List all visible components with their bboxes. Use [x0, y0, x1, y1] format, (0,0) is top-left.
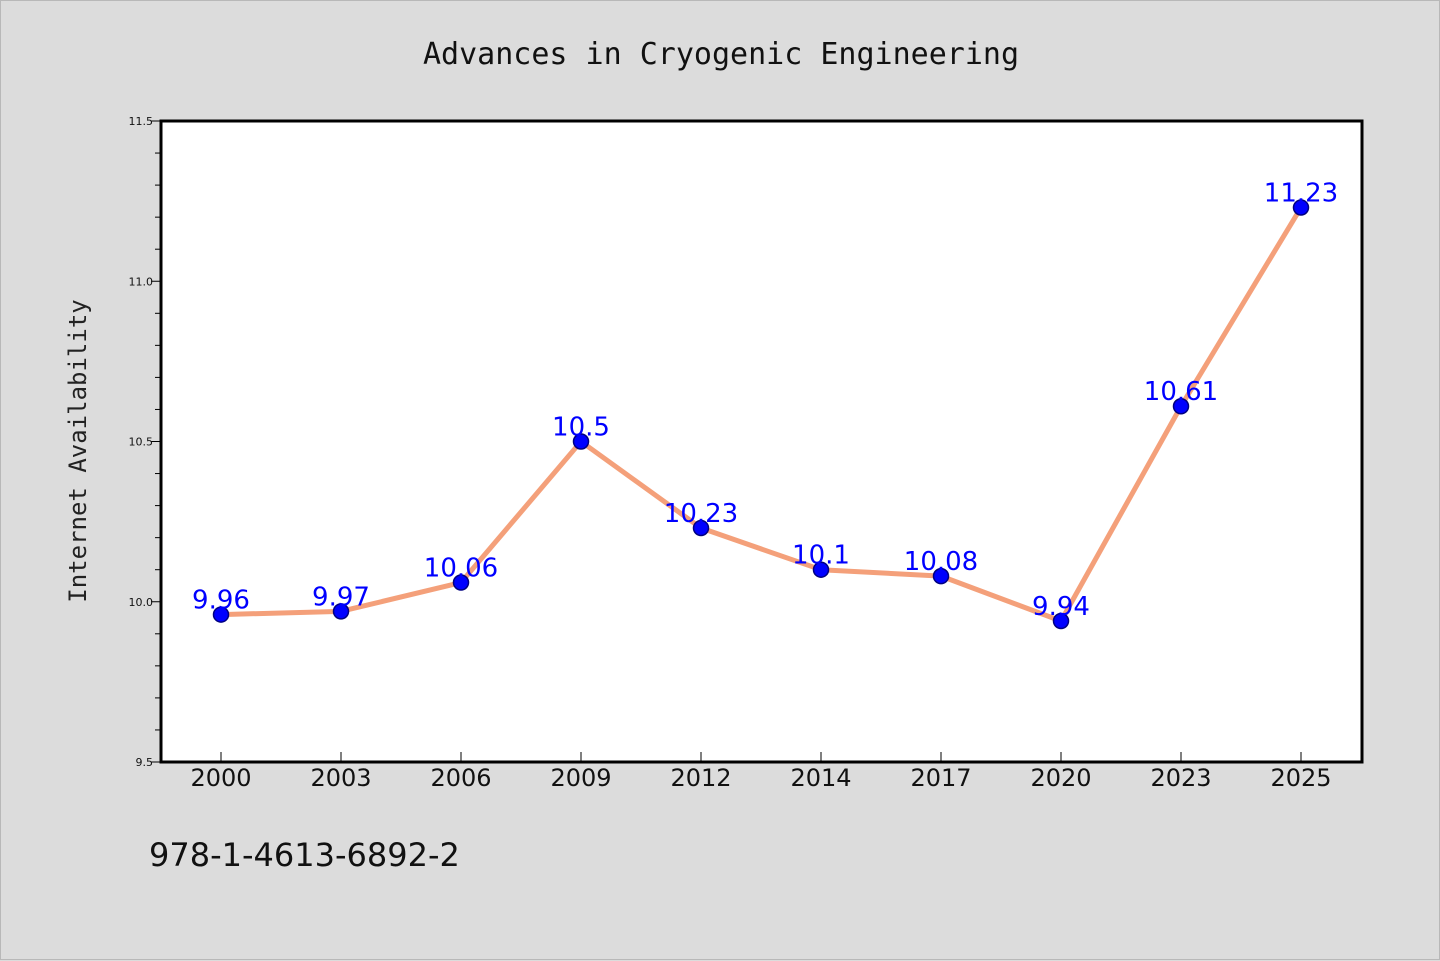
data-label: 10.61: [1144, 377, 1218, 407]
series-line: [218, 205, 1304, 624]
x-tick-label: 2003: [310, 764, 371, 792]
data-label: 10.08: [904, 547, 978, 577]
data-point: [692, 519, 710, 537]
x-tick-label: 2023: [1150, 764, 1211, 792]
marker-layer: [212, 199, 1310, 630]
y-axis-label: Internet Availability: [64, 299, 92, 602]
data-label: 9.96: [192, 586, 250, 616]
label-layer: 9.96 9.97 10.06 10.5 10.23 10.1 10.08 9.94 10.61…: [192, 179, 1338, 622]
x-tick-label: 2020: [1030, 764, 1091, 792]
chart-title: Advances in Cryogenic Engineering: [423, 37, 1019, 72]
data-label: 9.97: [312, 582, 370, 612]
data-point: [932, 567, 950, 585]
y-minor-ticks: [155, 152, 161, 731]
data-point: [812, 561, 830, 578]
data-label: 10.1: [792, 541, 850, 571]
y-tick-label: 10.5: [129, 436, 154, 449]
data-label: 10.23: [664, 499, 738, 529]
y-tick-label: 11.0: [129, 275, 154, 288]
y-tick-label: 10.0: [129, 596, 154, 609]
y-tick-label: 11.5: [129, 115, 154, 128]
data-label: 9.94: [1032, 592, 1090, 622]
data-point: [212, 606, 230, 623]
x-tick-label: 2025: [1270, 764, 1331, 792]
data-point: [572, 433, 590, 450]
x-tick-label: 2006: [430, 764, 491, 792]
data-point: [1292, 199, 1310, 216]
data-point: [332, 603, 350, 620]
x-ticks: 2000 2003 2006 2009 2012 2014 2017 2020 2023 2025: [190, 752, 1332, 792]
data-label: 11.23: [1264, 179, 1338, 209]
data-label: 10.5: [552, 413, 610, 443]
x-tick-label: 2012: [670, 764, 731, 792]
x-tick-label: 2014: [790, 764, 851, 792]
series-layer: [218, 205, 1304, 624]
data-label: 10.06: [424, 554, 498, 584]
x-tick-label: 2000: [190, 764, 251, 792]
x-tick-label: 2009: [550, 764, 611, 792]
plot-area: [159, 119, 1364, 764]
x-tick-label: 2017: [910, 764, 971, 792]
y-major-ticks: 9.5 10.0 10.5 11.0 11.5: [129, 115, 161, 769]
data-point: [1172, 397, 1190, 415]
data-point: [1052, 612, 1070, 630]
data-point: [452, 574, 470, 591]
isbn-text: 978-1-4613-6892-2: [149, 836, 460, 874]
y-tick-label: 9.5: [136, 756, 154, 769]
